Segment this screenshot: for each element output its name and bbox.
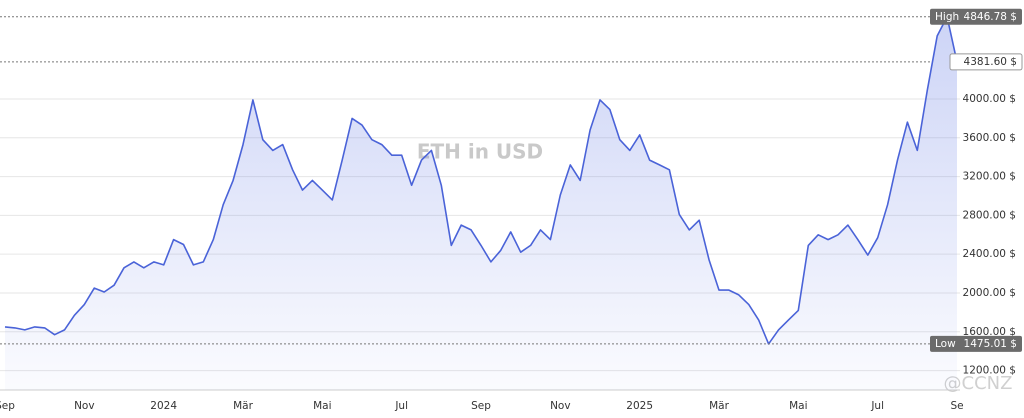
y-tick-label: 2800.00 $ <box>963 209 1016 221</box>
y-tick-label: 2400.00 $ <box>963 248 1016 260</box>
y-tick-label: 1600.00 $ <box>963 326 1016 338</box>
price-line <box>4 16 958 345</box>
x-tick-label: Mär <box>233 400 253 412</box>
x-tick-label: Nov <box>74 400 95 412</box>
y-tick-label: 3200.00 $ <box>963 171 1016 183</box>
high-value: 4846.78 $ <box>964 11 1017 23</box>
y-tick-label: 3600.00 $ <box>963 132 1016 144</box>
low-label: Low <box>935 338 956 350</box>
x-tick-label: Sep <box>471 400 491 412</box>
x-tick-label: Mai <box>313 400 331 412</box>
x-tick-label: Se <box>950 400 963 412</box>
last-badge <box>949 53 1023 71</box>
high-badge <box>930 8 1022 25</box>
y-tick-label: 4000.00 $ <box>963 93 1016 105</box>
y-tick-label: 1200.00 $ <box>963 365 1016 377</box>
x-tick-label: Jul <box>394 400 408 412</box>
area-fill <box>5 16 957 391</box>
watermark: @CCNZ <box>944 373 1013 394</box>
x-tick-label: Jul <box>870 400 884 412</box>
low-value: 1475.01 $ <box>964 338 1017 350</box>
y-tick-label: 2000.00 $ <box>963 287 1016 299</box>
x-tick-label: 2024 <box>150 400 177 412</box>
high-label: High <box>935 11 959 23</box>
last-value: 4381.60 $ <box>964 56 1017 68</box>
x-tick-label: Sep <box>0 400 15 412</box>
chart-title: ETH in USD <box>417 140 543 164</box>
x-tick-label: 2025 <box>626 400 653 412</box>
x-tick-label: Nov <box>550 400 571 412</box>
low-badge <box>930 335 1022 352</box>
x-tick-label: Mai <box>789 400 807 412</box>
x-tick-label: Mär <box>709 400 729 412</box>
